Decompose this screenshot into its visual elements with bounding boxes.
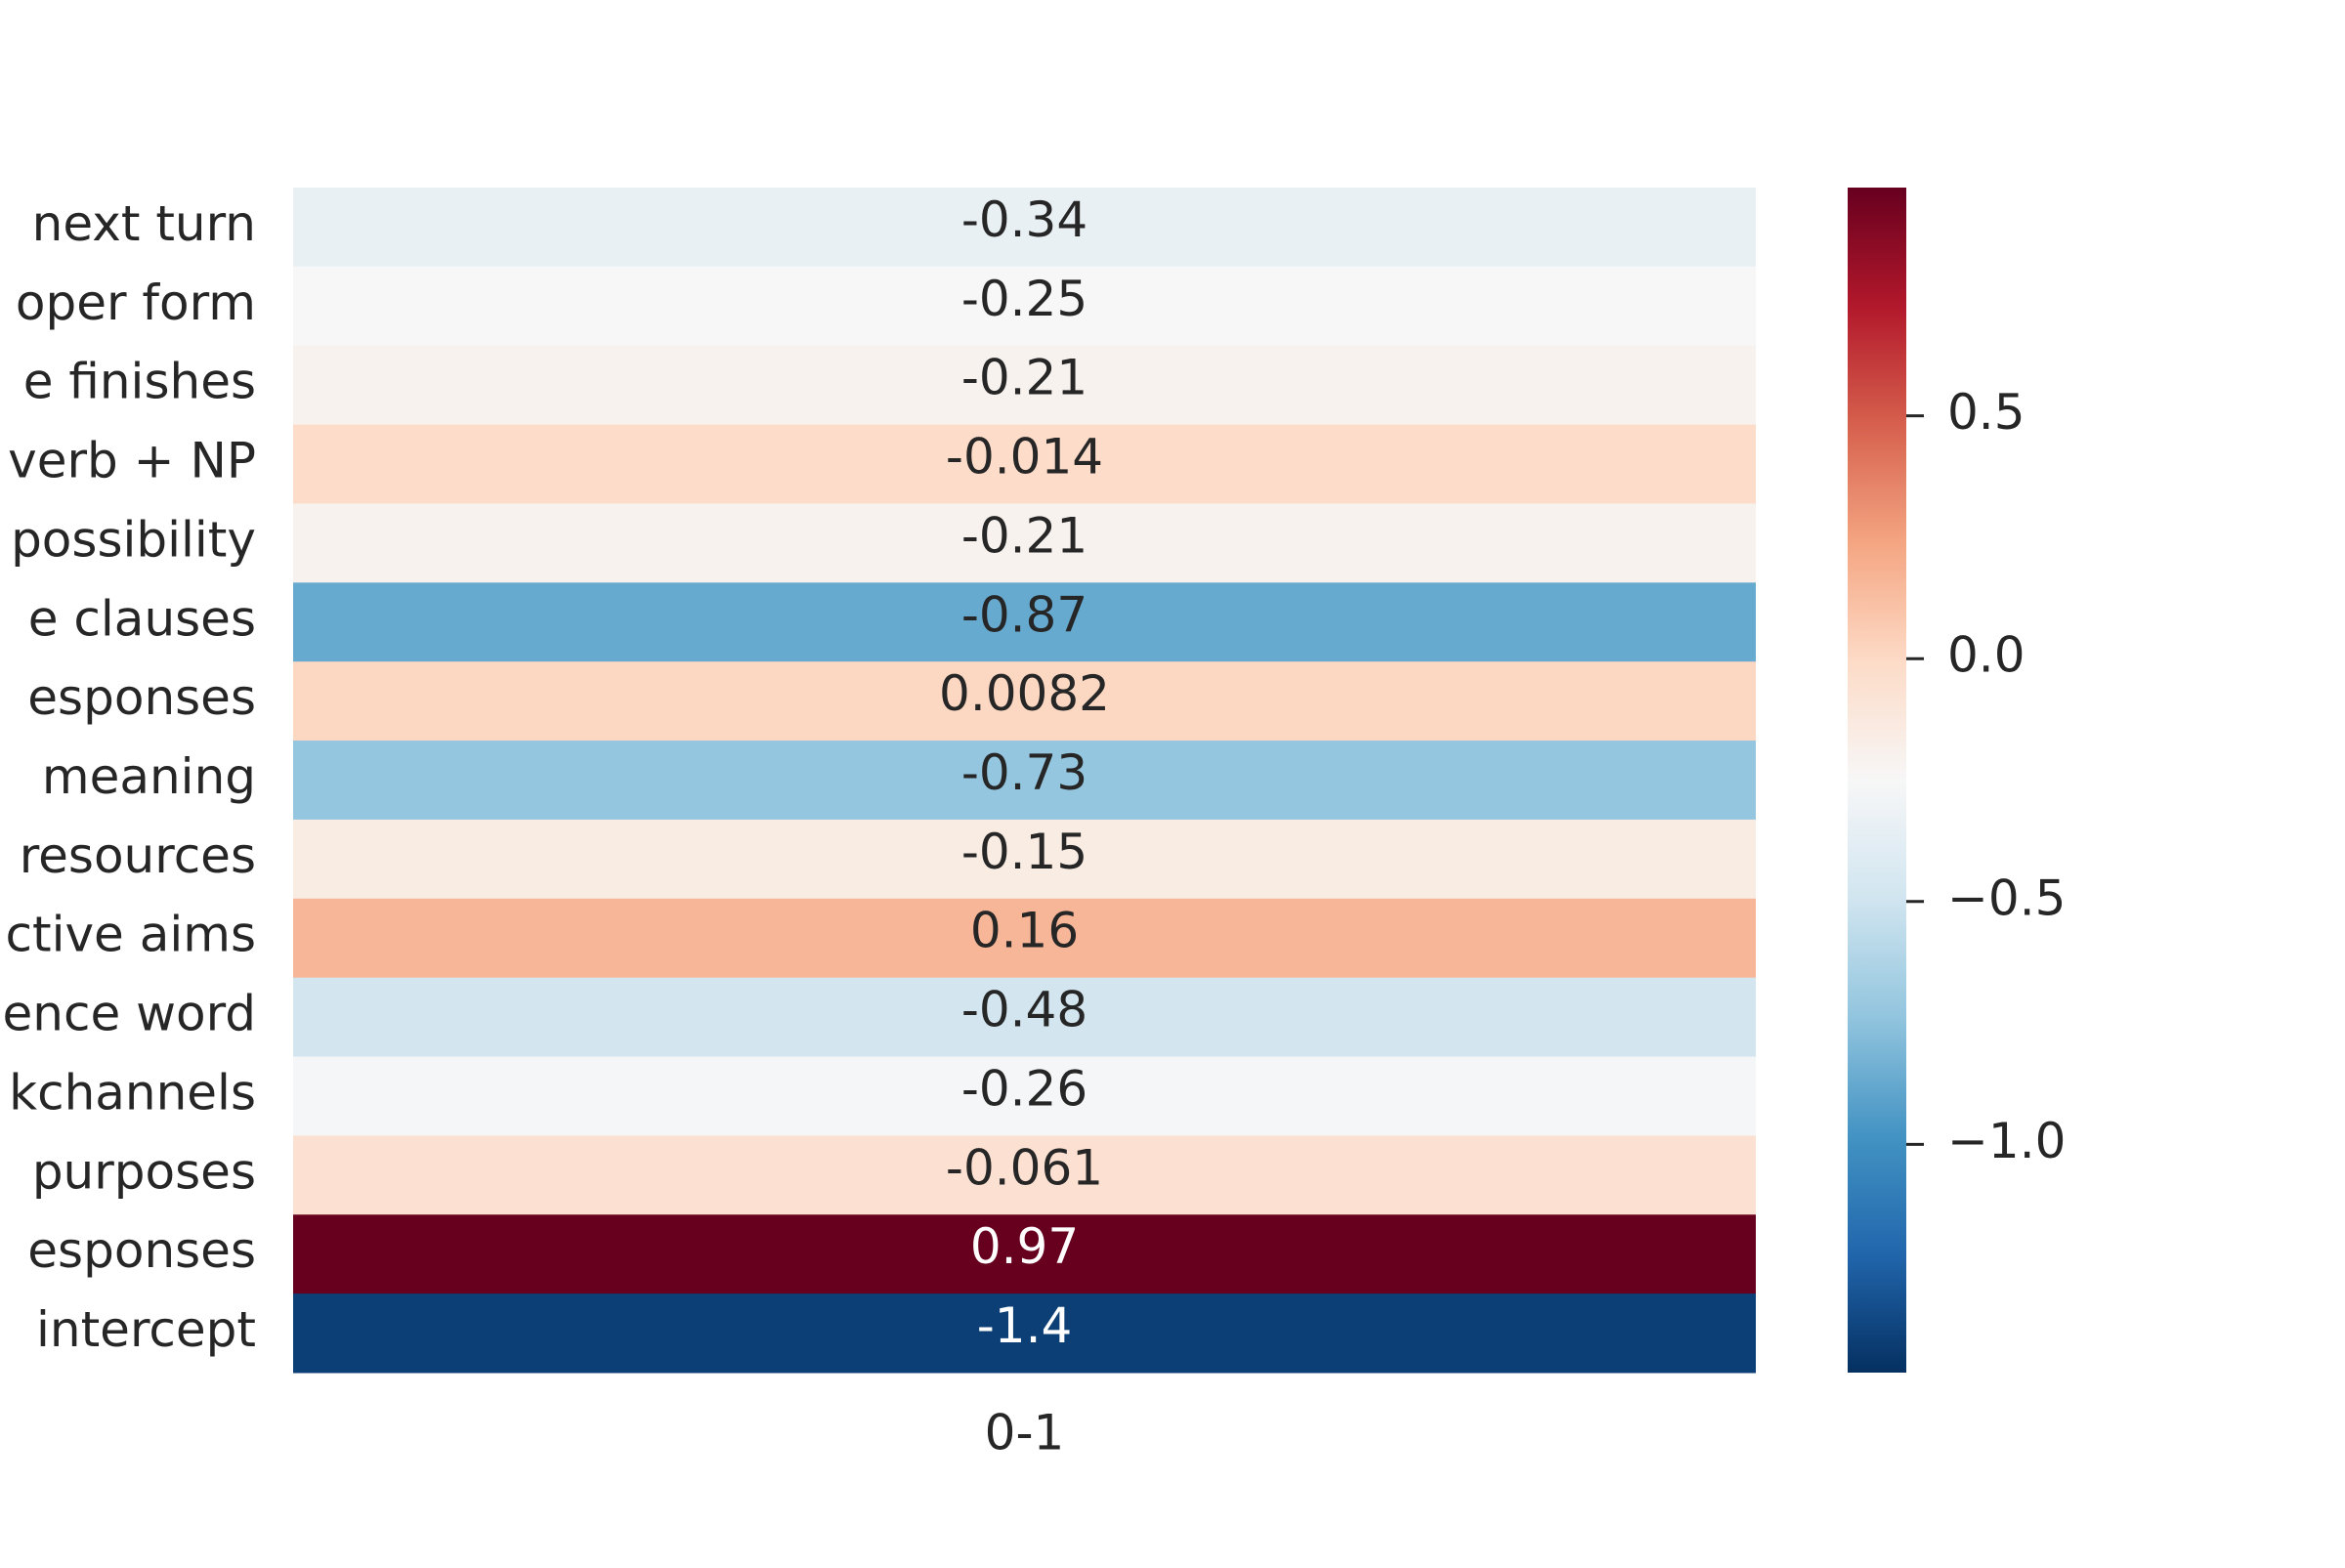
y-tick-label: resources: [20, 827, 256, 884]
cell-annotation: -0.73: [961, 744, 1087, 801]
heatmap-cell: [293, 898, 1756, 979]
y-tick-label: esponses: [27, 669, 256, 726]
cell-annotation: -0.061: [946, 1139, 1103, 1196]
y-tick-label: intercept: [36, 1301, 256, 1358]
cell-annotation: 0.16: [970, 903, 1079, 959]
y-tick-label: oper form: [16, 275, 256, 331]
heatmap-cell: [293, 741, 1756, 821]
y-tick-label: meaning: [42, 748, 256, 805]
cell-annotation: 0.0082: [939, 665, 1110, 722]
y-tick-label: esponses: [27, 1222, 256, 1279]
heatmap-cell: [293, 503, 1756, 583]
cell-annotation: -0.25: [961, 271, 1087, 327]
heatmap-cell: [293, 582, 1756, 662]
heatmap-cell: [293, 1056, 1756, 1136]
cell-annotation: -0.26: [961, 1060, 1087, 1117]
x-tick-label: 0-1: [985, 1405, 1065, 1462]
cell-annotation: -0.21: [961, 507, 1087, 564]
colorbar: 0.5 0.0 −0.5 −1.0: [1848, 188, 2066, 1373]
y-tick-label: ence word: [3, 986, 257, 1042]
colorbar-gradient: [1848, 188, 1906, 1373]
heatmap-cells: [293, 188, 1756, 1374]
cell-annotation: 0.97: [970, 1218, 1079, 1275]
cell-annotation: -0.15: [961, 824, 1087, 880]
heatmap-cell: [293, 977, 1756, 1058]
colorbar-tick-label: 0.0: [1947, 627, 2025, 684]
y-tick-label: e clauses: [28, 590, 256, 647]
cell-annotation: -0.21: [961, 350, 1087, 406]
y-tick-label: ctive aims: [5, 907, 256, 963]
cell-annotation: -0.34: [961, 191, 1087, 248]
y-tick-labels: next turn oper form e finishes verb + NP pos…: [3, 195, 257, 1358]
y-tick-label: possibility: [11, 511, 256, 568]
heatmap-cell: [293, 1135, 1756, 1215]
heatmap-cell: [293, 1293, 1756, 1374]
cell-annotation: -0.014: [946, 429, 1103, 486]
colorbar-tick-label: −1.0: [1947, 1113, 2066, 1169]
y-tick-label: kchannels: [9, 1064, 256, 1121]
heatmap-cell: [293, 661, 1756, 742]
colorbar-tick-label: −0.5: [1947, 869, 2066, 926]
y-tick-label: next turn: [32, 195, 256, 252]
x-tick-labels: 0-1: [985, 1405, 1065, 1462]
cell-annotations: -0.34 -0.25 -0.21 -0.014 -0.21 -0.87 0.0082 -0.…: [939, 191, 1110, 1354]
colorbar-tick-label: 0.5: [1947, 384, 2025, 441]
y-tick-label: verb + NP: [8, 433, 256, 489]
cell-annotation: -1.4: [977, 1297, 1073, 1354]
heatmap-cell: [293, 819, 1756, 900]
heatmap-cell: [293, 266, 1756, 347]
heatmap-cell: [293, 1214, 1756, 1294]
heatmap-cell: [293, 345, 1756, 426]
cell-annotation: -0.48: [961, 982, 1087, 1038]
y-tick-label: e finishes: [23, 354, 256, 410]
heatmap-cell: [293, 424, 1756, 504]
heatmap-cell: [293, 188, 1756, 268]
cell-annotation: -0.87: [961, 586, 1087, 643]
y-tick-label: purposes: [32, 1143, 256, 1200]
